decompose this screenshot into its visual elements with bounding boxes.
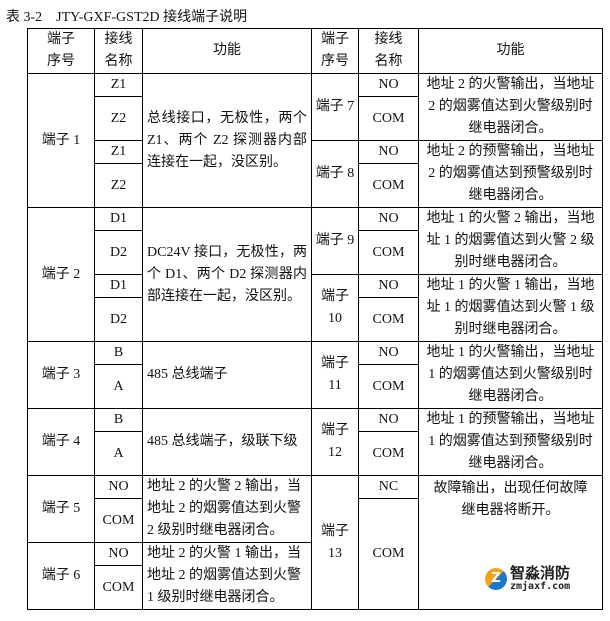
terminal-function: 地址 2 的火警 2 输出，当地址 2 的烟雾值达到火警 2 级别时继电器闭合。 xyxy=(142,475,312,543)
terminal-function: 地址 1 的预警输出，当地址 1 的烟雾值达到预警级别时继电器闭合。 xyxy=(418,408,603,476)
wire-name: B xyxy=(94,408,143,432)
logo-icon: Z xyxy=(485,567,507,590)
terminal-label: 端子 3 xyxy=(27,341,95,409)
wire-name: NO xyxy=(94,475,143,499)
wire-name: A xyxy=(94,364,143,409)
watermark-logo: Z 智淼消防 zmjaxf.com xyxy=(485,565,570,592)
terminal-function: 地址 2 的火警 1 输出，当地址 2 的烟雾值达到火警 1 级别时继电器闭合。 xyxy=(142,542,312,610)
terminal-label: 端子 4 xyxy=(27,408,95,476)
header-seq: 端子 序号 xyxy=(311,28,359,74)
terminal-label: 端子 12 xyxy=(311,408,359,476)
terminal-label: 端子 2 xyxy=(27,207,95,342)
wire-name: NO xyxy=(94,542,143,566)
header-seq: 端子 序号 xyxy=(27,28,95,74)
terminal-label: 端子 6 xyxy=(27,542,95,610)
terminal-function: DC24V 接口，无极性，两个 D1、两个 D2 探测器内部连接在一起，没区别。 xyxy=(142,207,312,342)
wire-name: D1 xyxy=(94,274,143,298)
wire-name: COM xyxy=(358,498,419,610)
wire-name: D1 xyxy=(94,207,143,231)
wire-name: D2 xyxy=(94,230,143,275)
terminal-label: 端子 5 xyxy=(27,475,95,543)
wire-name: COM xyxy=(358,163,419,208)
header-func: 功能 xyxy=(418,28,603,74)
wire-name: COM xyxy=(358,364,419,409)
terminal-function: 485 总线端子，级联下级 xyxy=(142,408,312,476)
wire-name: COM xyxy=(358,230,419,275)
terminal-label: 端子 13 xyxy=(311,475,359,610)
wire-name: COM xyxy=(358,297,419,342)
wire-name: NC xyxy=(358,475,419,499)
wire-name: Z1 xyxy=(94,140,143,164)
header-name: 接线 名称 xyxy=(94,28,143,74)
terminal-function: 地址 1 的火警输出，当地址 1 的烟雾值达到火警级别时继电器闭合。 xyxy=(418,341,603,409)
wire-name: COM xyxy=(94,565,143,610)
wire-name: NO xyxy=(358,140,419,164)
terminal-label: 端子 8 xyxy=(311,140,359,208)
terminal-label: 端子 7 xyxy=(311,73,359,141)
wire-name: COM xyxy=(358,431,419,476)
header-func: 功能 xyxy=(142,28,312,74)
header-row: 端子 序号 接线 名称 功能 端子 序号 接线 名称 功能 xyxy=(27,28,603,74)
terminal-function: 故障输出，出现任何故障继电器将断开。 xyxy=(418,475,603,610)
wire-name: NO xyxy=(358,341,419,365)
wire-name: D2 xyxy=(94,297,143,342)
terminal-function: 地址 2 的火警输出，当地址 2 的烟雾值达到火警级别时继电器闭合。 xyxy=(418,73,603,141)
terminal-table: 端子 序号 接线 名称 功能 端子 序号 接线 名称 功能 端子 1 Z1 总线接口，无… xyxy=(27,28,603,610)
wire-name: NO xyxy=(358,408,419,432)
wire-name: COM xyxy=(358,96,419,141)
terminal-label: 端子 11 xyxy=(311,341,359,409)
wire-name: Z2 xyxy=(94,163,143,208)
watermark-url: zmjaxf.com xyxy=(510,581,571,592)
terminal-function: 地址 1 的火警 1 输出，当地址 1 的烟雾值达到火警 1 级别时继电器闭合。 xyxy=(418,274,603,342)
terminal-label: 端子 10 xyxy=(311,274,359,342)
wire-name: A xyxy=(94,431,143,476)
wire-name: Z1 xyxy=(94,73,143,97)
terminal-function: 总线接口，无极性，两个 Z1、两个 Z2 探测器内部连接在一起，没区别。 xyxy=(142,73,312,208)
wire-name: NO xyxy=(358,207,419,231)
terminal-label: 端子 9 xyxy=(311,207,359,275)
watermark-name: 智淼消防 xyxy=(510,564,571,582)
wire-name: NO xyxy=(358,73,419,97)
terminal-label: 端子 1 xyxy=(27,73,95,208)
wire-name: NO xyxy=(358,274,419,298)
wire-name: B xyxy=(94,341,143,365)
wire-name: Z2 xyxy=(94,96,143,141)
header-name: 接线 名称 xyxy=(358,28,419,74)
wire-name: COM xyxy=(94,498,143,543)
terminal-function: 地址 1 的火警 2 输出，当地址 1 的烟雾值达到火警 2 级别时继电器闭合。 xyxy=(418,207,603,275)
terminal-function: 485 总线端子 xyxy=(142,341,312,409)
terminal-function: 地址 2 的预警输出，当地址 2 的烟雾值达到预警级别时继电器闭合。 xyxy=(418,140,603,208)
table-caption: 表 3-2 JTY-GXF-GST2D 接线端子说明 xyxy=(6,10,248,25)
